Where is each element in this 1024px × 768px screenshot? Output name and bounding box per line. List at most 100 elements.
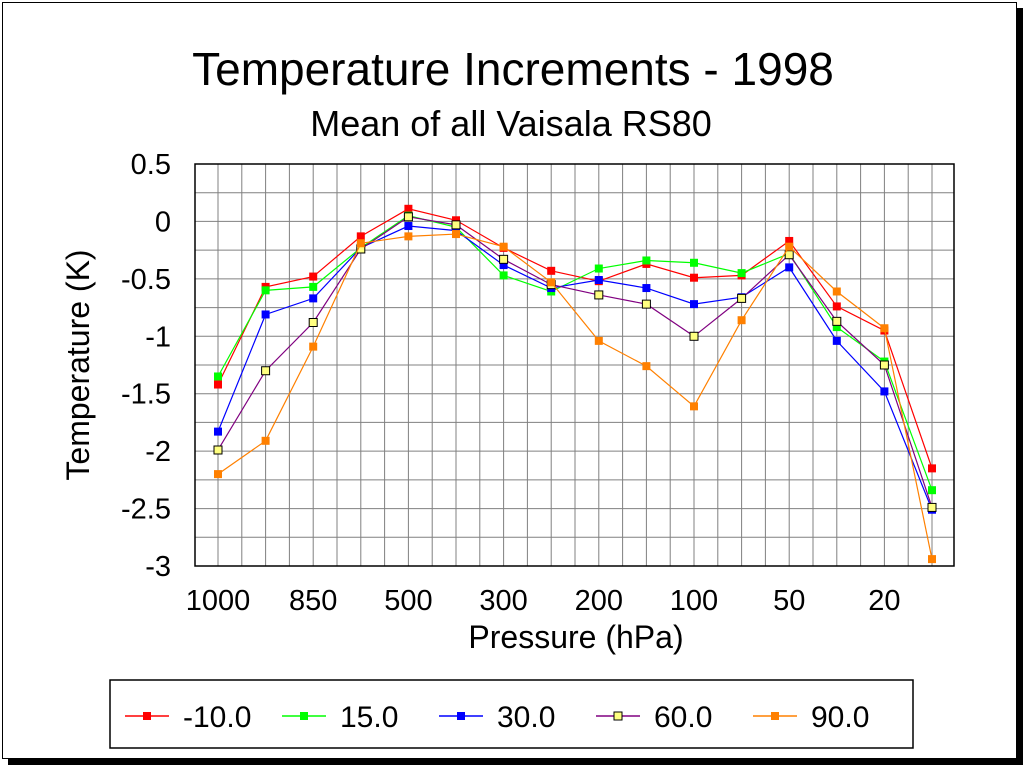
x-tick-label: 300 — [479, 585, 527, 617]
data-point — [689, 331, 699, 341]
series-line — [217, 216, 933, 508]
data-point — [451, 220, 461, 230]
y-tick-label: -1 — [145, 321, 171, 353]
series-line — [217, 225, 933, 510]
data-point — [642, 362, 651, 371]
data-point — [499, 254, 509, 264]
x-tick-label: 100 — [670, 585, 718, 617]
x-axis-ticks: 1000 850 500 300 200 100 50 20 — [186, 585, 901, 617]
legend-marker — [613, 711, 623, 721]
data-point — [641, 299, 651, 309]
legend-marker — [457, 712, 465, 720]
x-tick-label: 1000 — [186, 585, 251, 617]
data-point — [261, 366, 271, 376]
data-point — [690, 300, 698, 309]
y-axis-ticks: 0.5 0 -0.5 -1 -1.5 -2 -2.5 -3 — [121, 149, 171, 583]
data-point — [785, 242, 794, 251]
legend-label: 15.0 — [340, 701, 398, 734]
data-point — [261, 310, 270, 319]
x-tick-label: 850 — [289, 585, 337, 617]
data-point — [547, 266, 556, 275]
legend-label: 90.0 — [811, 701, 869, 734]
data-point — [928, 464, 936, 473]
x-tick-label: 200 — [575, 585, 623, 617]
y-tick-label: 0.5 — [131, 149, 171, 181]
data-point — [784, 250, 794, 260]
data-point — [642, 256, 651, 265]
data-point — [737, 293, 747, 303]
data-point — [928, 486, 936, 495]
data-point — [261, 436, 270, 445]
data-point — [356, 239, 365, 248]
data-point — [832, 316, 842, 326]
data-point — [261, 286, 270, 295]
legend-label: 30.0 — [497, 701, 555, 734]
data-point — [690, 273, 698, 282]
data-point — [499, 261, 508, 270]
chart-subtitle: Mean of all Vaisala RS80 — [310, 103, 712, 144]
legend — [109, 679, 914, 749]
x-axis-label: Pressure (hPa) — [468, 619, 683, 655]
data-point — [832, 323, 841, 332]
y-tick-label: -0.5 — [121, 264, 171, 296]
plot-area — [194, 163, 955, 567]
data-point — [403, 212, 413, 222]
data-point — [927, 502, 937, 512]
data-point — [880, 324, 889, 333]
data-point — [594, 336, 603, 345]
data-point — [642, 284, 651, 293]
legend-label: 60.0 — [654, 701, 712, 734]
data-point — [785, 263, 794, 272]
data-point — [214, 380, 222, 389]
data-point — [452, 216, 460, 225]
data-point — [594, 290, 604, 300]
y-tick-label: 0 — [155, 206, 171, 238]
data-point — [214, 372, 222, 381]
data-point — [594, 276, 603, 285]
data-point — [832, 287, 841, 296]
data-point — [309, 272, 318, 281]
legend-marker — [771, 712, 779, 720]
data-point — [309, 282, 318, 291]
y-tick-label: -2 — [145, 436, 171, 468]
data-point — [690, 258, 698, 267]
legend-marker — [300, 712, 308, 720]
x-tick-label: 500 — [384, 585, 432, 617]
data-point — [309, 342, 318, 351]
data-point — [785, 236, 794, 245]
grid — [195, 163, 954, 567]
data-point — [880, 387, 889, 396]
legend-item: 15.0 — [282, 701, 398, 734]
data-point — [499, 271, 508, 280]
data-point — [214, 470, 222, 479]
legend-items: -10.0 15.0 30.0 60.0 90.0 — [125, 701, 869, 734]
data-point — [832, 302, 841, 311]
data-point — [404, 204, 413, 213]
y-tick-label: -3 — [145, 551, 171, 583]
y-axis-label: Temperature (K) — [60, 249, 96, 480]
series-line — [217, 215, 933, 491]
y-tick-label: -2.5 — [121, 494, 171, 526]
data-point — [737, 316, 746, 325]
legend-label: -10.0 — [183, 701, 251, 734]
data-point — [499, 242, 508, 251]
x-tick-label: 20 — [868, 585, 900, 617]
data-point — [594, 264, 603, 273]
legend-item: 60.0 — [596, 701, 712, 734]
data-point — [404, 232, 413, 241]
series-group — [213, 204, 937, 564]
data-point — [737, 269, 746, 278]
data-point — [832, 336, 841, 345]
chart-frame: Temperature Increments - 1998 Mean of al… — [2, 2, 1017, 759]
data-point — [214, 427, 222, 436]
data-point — [404, 222, 413, 231]
data-point — [356, 232, 365, 241]
chart-title: Temperature Increments - 1998 — [192, 43, 834, 95]
legend-marker — [143, 712, 151, 720]
data-point — [308, 318, 318, 328]
series-line — [217, 233, 933, 560]
data-point — [879, 360, 889, 370]
y-tick-label: -1.5 — [121, 379, 171, 411]
series-4 — [214, 230, 936, 564]
legend-item: -10.0 — [125, 701, 251, 734]
